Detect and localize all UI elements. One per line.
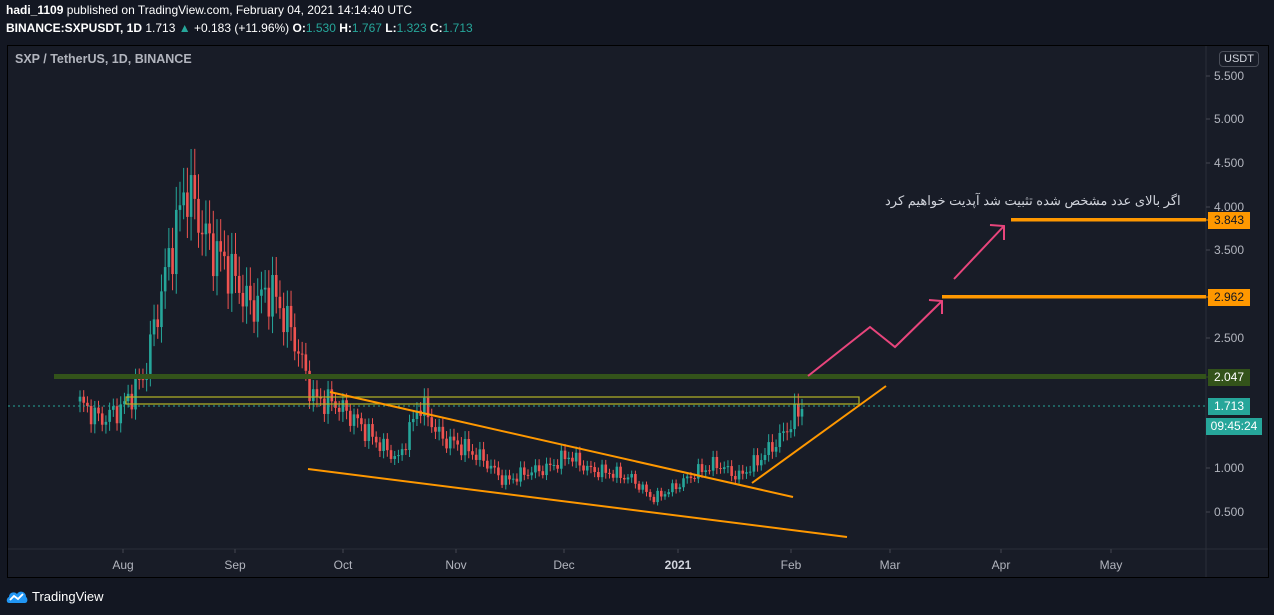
open-value: 1.530 (305, 21, 336, 35)
low-value: 1.323 (396, 21, 427, 35)
publish-info: hadi_1109 published on TradingView.com, … (6, 3, 412, 17)
svg-text:4.500: 4.500 (1214, 156, 1244, 170)
svg-text:Sep: Sep (224, 558, 246, 572)
target2-line[interactable] (1011, 218, 1206, 222)
rising-trendline[interactable] (751, 385, 887, 484)
currency-badge[interactable]: USDT (1219, 51, 1259, 67)
close-value: 1.713 (442, 21, 473, 35)
tradingview-logo-icon (6, 591, 28, 603)
tradingview-logo[interactable]: TradingView (6, 588, 104, 604)
supply-zone-rectangle[interactable] (125, 396, 860, 405)
svg-text:5.000: 5.000 (1214, 112, 1244, 126)
svg-text:Aug: Aug (112, 558, 133, 572)
svg-text:4.000: 4.000 (1214, 200, 1244, 214)
target2-price-label: 3.843 (1208, 212, 1250, 229)
svg-text:1.000: 1.000 (1214, 461, 1244, 475)
resistance-line[interactable] (54, 374, 1206, 379)
svg-text:Dec: Dec (553, 558, 574, 572)
up-arrow-icon: ▲ (178, 21, 191, 35)
price-axis[interactable]: 5.500 5.000 4.500 4.000 3.500 2.500 1.00… (1206, 69, 1244, 519)
svg-text:2021: 2021 (665, 558, 692, 572)
bar-countdown-label: 09:45:24 (1206, 418, 1262, 435)
chart-legend: SXP / TetherUS, 1D, BINANCE (15, 52, 192, 66)
svg-text:3.500: 3.500 (1214, 243, 1244, 257)
close-label: C: (429, 21, 443, 35)
low-label: L: (385, 21, 397, 35)
svg-text:Mar: Mar (880, 558, 901, 572)
svg-text:Nov: Nov (445, 558, 466, 572)
svg-text:Apr: Apr (992, 558, 1011, 572)
svg-text:0.500: 0.500 (1214, 505, 1244, 519)
author-name: hadi_1109 (6, 3, 64, 17)
high-label: H: (339, 21, 352, 35)
symbol-label: BINANCE:SXPUSDT, 1D (6, 21, 143, 35)
published-text: published on TradingView.com, February 0… (63, 3, 413, 17)
annotation-text[interactable]: اگر بالای عدد مشخص شده تثبیت شد آپدیت خو… (885, 193, 1181, 208)
projection-arrow-path[interactable] (807, 224, 1005, 377)
target1-line[interactable] (942, 295, 1206, 299)
high-value: 1.767 (351, 21, 382, 35)
last-price: 1.713 (145, 21, 176, 35)
svg-text:2.500: 2.500 (1214, 331, 1244, 345)
resistance-price-label: 2.047 (1208, 369, 1250, 386)
open-label: O: (292, 21, 306, 35)
svg-text:5.500: 5.500 (1214, 69, 1244, 83)
time-axis[interactable]: Aug Sep Oct Nov Dec 2021 Feb Mar Apr May (112, 549, 1122, 572)
svg-text:May: May (1100, 558, 1123, 572)
svg-text:Oct: Oct (334, 558, 353, 572)
target1-price-label: 2.962 (1208, 289, 1250, 306)
wedge-lower-trendline[interactable] (307, 468, 848, 538)
wedge-upper-trendline[interactable] (329, 391, 794, 498)
brand-name: TradingView (32, 588, 104, 604)
candlestick-series (78, 148, 804, 506)
ohlc-bar: BINANCE:SXPUSDT, 1D 1.713 ▲ +0.183 (+11.… (6, 21, 473, 35)
change-value: +0.183 (+11.96%) (193, 21, 290, 35)
last-price-label: 1.713 (1208, 398, 1250, 415)
svg-text:Feb: Feb (781, 558, 802, 572)
